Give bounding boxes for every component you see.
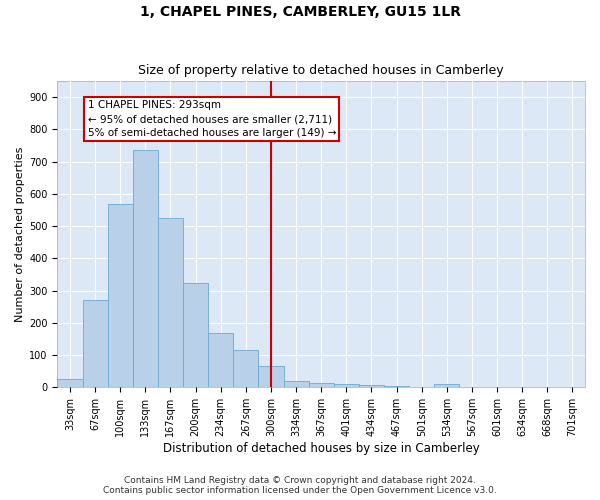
Text: Contains HM Land Registry data © Crown copyright and database right 2024.
Contai: Contains HM Land Registry data © Crown c… — [103, 476, 497, 495]
Bar — [334, 384, 359, 388]
Bar — [284, 381, 308, 388]
Bar — [107, 204, 133, 388]
Bar — [133, 150, 158, 388]
Bar — [58, 380, 83, 388]
Text: 1, CHAPEL PINES, CAMBERLEY, GU15 1LR: 1, CHAPEL PINES, CAMBERLEY, GU15 1LR — [139, 5, 461, 19]
Text: 1 CHAPEL PINES: 293sqm
← 95% of detached houses are smaller (2,711)
5% of semi-d: 1 CHAPEL PINES: 293sqm ← 95% of detached… — [88, 100, 336, 138]
Bar — [384, 386, 409, 388]
Bar — [308, 382, 334, 388]
Bar — [183, 282, 208, 388]
Y-axis label: Number of detached properties: Number of detached properties — [15, 146, 25, 322]
Bar — [83, 300, 107, 388]
Bar — [359, 385, 384, 388]
Bar — [233, 350, 259, 388]
Bar — [259, 366, 284, 388]
Bar — [158, 218, 183, 388]
Bar — [434, 384, 460, 388]
Bar — [208, 332, 233, 388]
Title: Size of property relative to detached houses in Camberley: Size of property relative to detached ho… — [139, 64, 504, 77]
X-axis label: Distribution of detached houses by size in Camberley: Distribution of detached houses by size … — [163, 442, 479, 455]
